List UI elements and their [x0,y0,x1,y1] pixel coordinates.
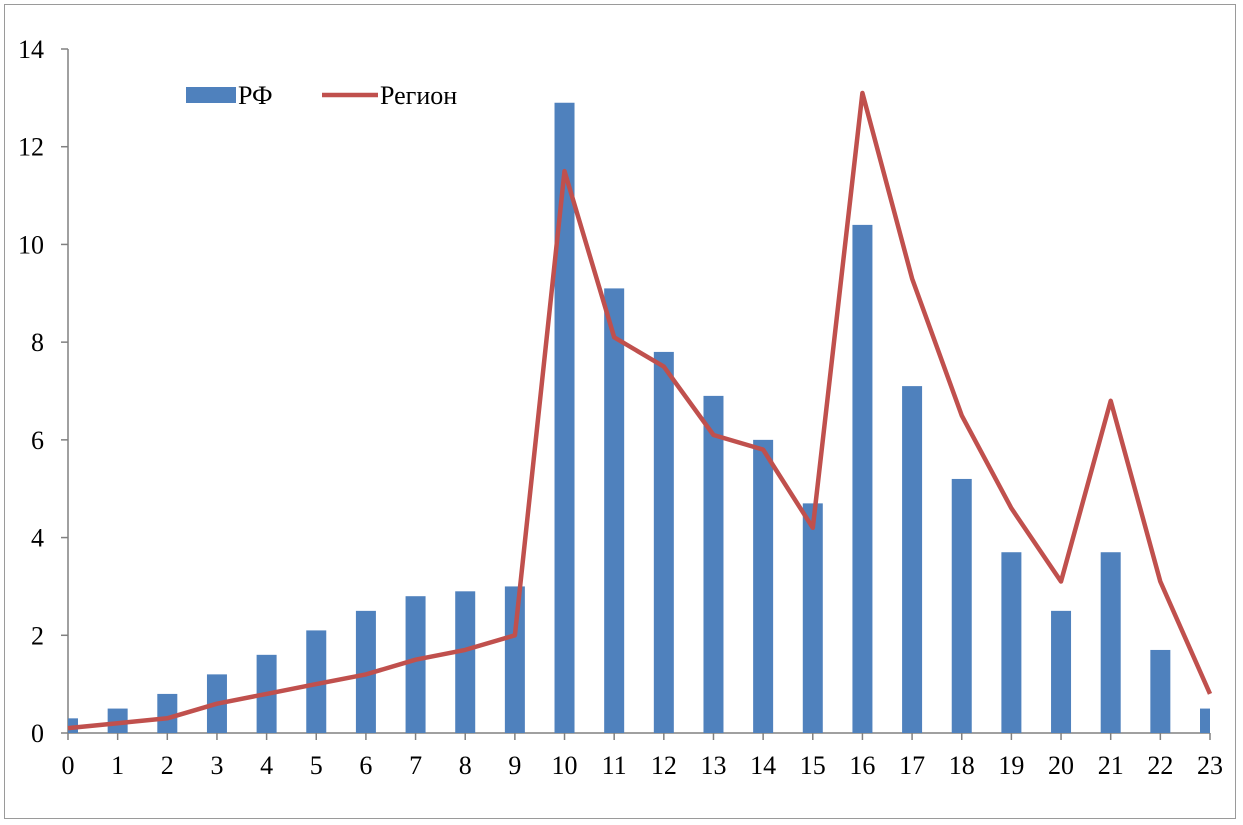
x-tick-label: 2 [161,751,174,780]
legend-label-region: Регион [380,81,457,110]
x-tick-label: 13 [700,751,726,780]
y-tick-label: 0 [31,719,44,748]
x-tick-label: 9 [508,751,521,780]
bar [554,102,575,733]
x-tick-label: 17 [899,751,925,780]
bar [107,708,128,733]
x-tick-label: 7 [409,751,422,780]
bar [951,478,972,733]
x-tick-label: 10 [552,751,578,780]
y-axis: 0 2 4 6 8 10 12 14 [18,35,69,748]
bar [852,224,873,733]
x-tick-label: 19 [998,751,1024,780]
bar [1051,610,1072,733]
y-tick-label: 4 [31,524,44,553]
x-tick-label: 5 [310,751,323,780]
x-tick-label: 16 [849,751,875,780]
x-tick-label: 1 [111,751,124,780]
bar [306,630,327,733]
legend-label-rf: РФ [238,81,273,110]
y-tick-label: 2 [31,621,44,650]
line-series-region [67,90,1213,731]
legend-swatch-rf [186,87,236,103]
bar [703,395,724,733]
x-tick-label: 8 [459,751,472,780]
x-tick-label: 20 [1048,751,1074,780]
bar [653,351,674,733]
x-tick-label: 3 [210,751,223,780]
y-tick-label: 8 [31,328,44,357]
bar [355,610,376,733]
x-tick-label: 6 [359,751,372,780]
bar [1200,708,1210,733]
x-tick-label: 11 [602,751,627,780]
bar-series-rf [68,102,1210,733]
y-tick-label: 12 [18,133,44,162]
x-tick-label: 0 [62,751,75,780]
bar [1001,552,1022,733]
x-tick-label: 14 [750,751,776,780]
x-tick-label: 4 [260,751,273,780]
bar [1150,649,1171,733]
x-tick-label: 21 [1098,751,1124,780]
x-tick-label: 15 [800,751,826,780]
bar [504,586,525,733]
y-tick-label: 10 [18,230,44,259]
series-line [67,90,1213,731]
x-tick-label: 12 [651,751,677,780]
legend: РФ Регион [186,81,457,110]
y-tick-label: 6 [31,426,44,455]
bar [753,439,774,733]
x-axis: 0 1 2 3 4 5 6 7 8 9 10 11 12 13 14 15 16 17 18 19 20 21 22 23 [62,732,1223,780]
x-tick-label: 18 [949,751,975,780]
bar [1100,552,1121,733]
bar [157,693,178,733]
bar [455,591,476,733]
y-tick-label: 14 [18,35,44,64]
x-tick-label: 22 [1147,751,1173,780]
x-tick-label: 23 [1197,751,1223,780]
bar [604,288,625,733]
bar [802,503,823,733]
bar [405,596,426,733]
bar [902,386,923,733]
